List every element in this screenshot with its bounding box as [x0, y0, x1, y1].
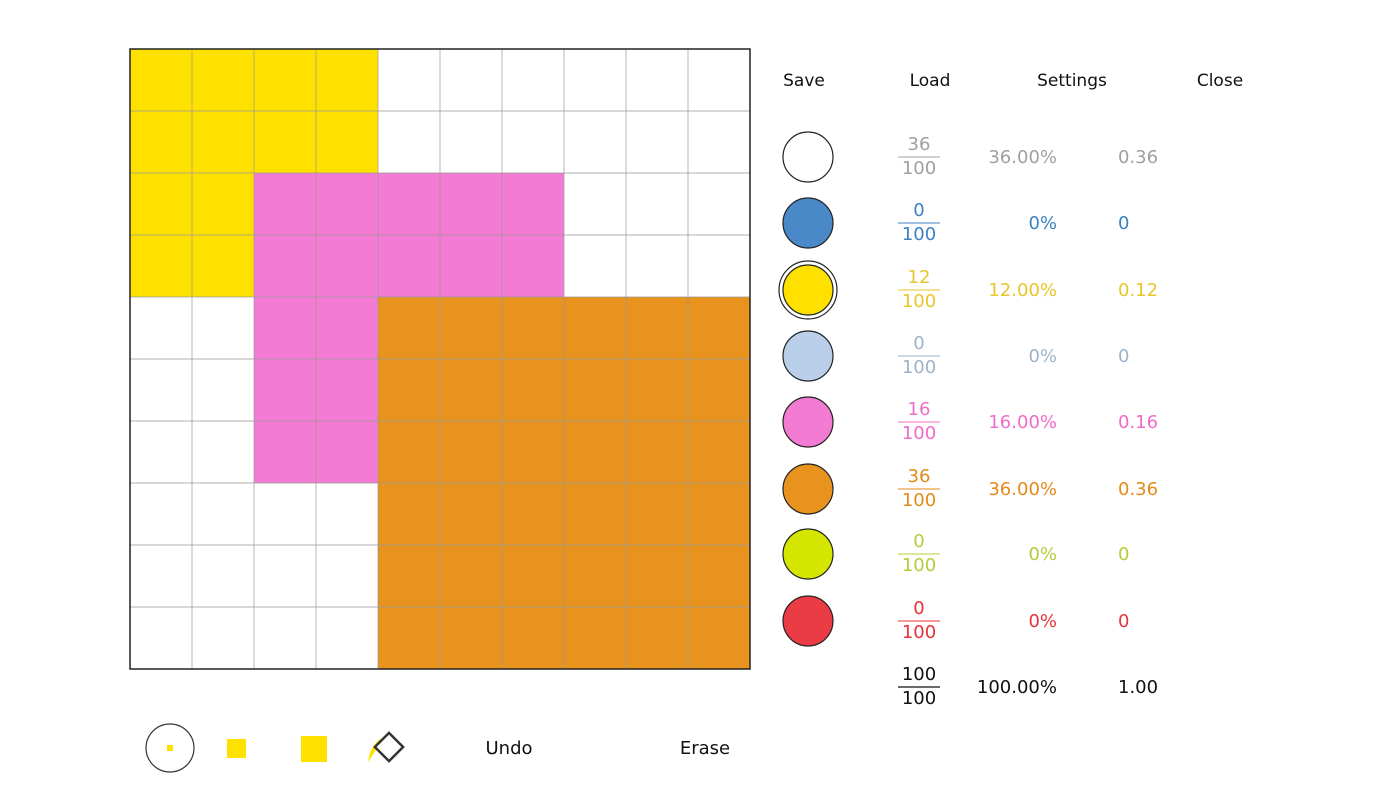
- numerator: 12: [908, 267, 931, 288]
- total-numerator: 100: [902, 664, 936, 685]
- numerator: 0: [913, 333, 924, 354]
- numerator: 36: [908, 466, 931, 487]
- percent: 0%: [1028, 544, 1057, 565]
- color-swatch[interactable]: [782, 197, 834, 249]
- decimal: 0: [1118, 611, 1129, 632]
- decimal: 0: [1118, 544, 1129, 565]
- decimal: 0.12: [1118, 280, 1158, 301]
- color-swatch[interactable]: [782, 396, 834, 448]
- numerator: 36: [908, 134, 931, 155]
- total-denominator: 100: [902, 688, 936, 709]
- percent: 12.00%: [988, 280, 1057, 301]
- brush-large-tool[interactable]: [301, 736, 327, 762]
- color-swatch[interactable]: [782, 595, 834, 647]
- color-swatch[interactable]: [782, 330, 834, 382]
- toolbar: Undo Erase: [145, 723, 730, 773]
- grid-lines: [130, 49, 750, 669]
- save-button[interactable]: Save: [783, 71, 825, 91]
- total-row: 100 100 100.00% 1.00: [898, 664, 1158, 709]
- selected-ring: [778, 260, 838, 320]
- canvas-border: [129, 48, 751, 670]
- color-swatch[interactable]: [782, 264, 834, 316]
- decimal: 0.36: [1118, 479, 1158, 500]
- percent: 36.00%: [988, 479, 1057, 500]
- color-swatch[interactable]: [782, 463, 834, 515]
- numerator: 0: [913, 200, 924, 221]
- brush-small-tool[interactable]: [227, 739, 246, 758]
- decimal: 0.16: [1118, 412, 1158, 433]
- undo-button[interactable]: Undo: [485, 738, 532, 759]
- total-decimal: 1.00: [1118, 677, 1158, 698]
- denominator: 100: [902, 622, 936, 643]
- color-rows: 36 100 36.00% 0.36 0 100 0% 0 12 100 12.00% 0.12 0 10…: [778, 131, 1158, 647]
- denominator: 100: [902, 555, 936, 576]
- percent: 16.00%: [988, 412, 1057, 433]
- fill-tool[interactable]: [368, 731, 405, 763]
- close-button[interactable]: Close: [1197, 71, 1243, 91]
- denominator: 100: [902, 224, 936, 245]
- color-swatch[interactable]: [782, 131, 834, 183]
- numerator: 16: [908, 399, 931, 420]
- denominator: 100: [902, 490, 936, 511]
- brush-dot: [167, 745, 173, 751]
- numerator: 0: [913, 531, 924, 552]
- percent: 0%: [1028, 213, 1057, 234]
- denominator: 100: [902, 357, 936, 378]
- erase-button[interactable]: Erase: [680, 738, 730, 759]
- percent: 36.00%: [988, 147, 1057, 168]
- settings-button[interactable]: Settings: [1037, 71, 1107, 91]
- total-percent: 100.00%: [977, 677, 1057, 698]
- canvas-grid[interactable]: [129, 48, 751, 670]
- denominator: 100: [902, 291, 936, 312]
- numerator: 0: [913, 598, 924, 619]
- denominator: 100: [902, 423, 936, 444]
- percent: 0%: [1028, 611, 1057, 632]
- color-swatch[interactable]: [782, 528, 834, 580]
- decimal: 0: [1118, 213, 1129, 234]
- denominator: 100: [902, 158, 936, 179]
- decimal: 0: [1118, 346, 1129, 367]
- percent: 0%: [1028, 346, 1057, 367]
- decimal: 0.36: [1118, 147, 1158, 168]
- load-button[interactable]: Load: [910, 71, 951, 91]
